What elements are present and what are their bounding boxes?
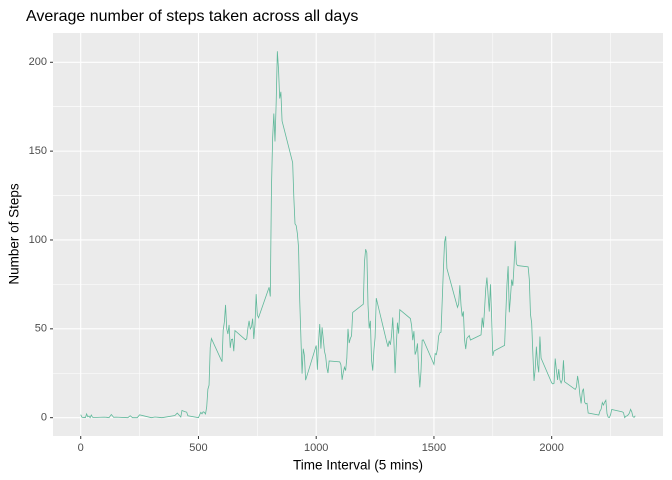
y-axis-title: Number of Steps: [7, 183, 22, 285]
y-tick-label: 50: [35, 323, 47, 335]
plot-panel: [53, 33, 663, 436]
x-axis-title: Time Interval (5 mins): [293, 458, 423, 473]
chart-title: Average number of steps taken across all…: [26, 8, 358, 25]
data-line: [80, 51, 636, 419]
y-tick-label: 100: [29, 234, 47, 246]
x-tick-label: 1500: [422, 442, 446, 454]
x-tick-label: 0: [78, 442, 84, 454]
y-tick-label: 200: [29, 56, 47, 68]
x-tick-label: 500: [189, 442, 207, 454]
x-tick-label: 2000: [539, 442, 563, 454]
x-tick-label: 1000: [304, 442, 328, 454]
y-tick-label: 0: [41, 412, 47, 424]
marks: [80, 51, 636, 419]
axes: 0 500 1000 1500 2000 0 50 100 150 200: [29, 56, 564, 454]
grid: [53, 33, 663, 436]
y-tick-label: 150: [29, 145, 47, 157]
